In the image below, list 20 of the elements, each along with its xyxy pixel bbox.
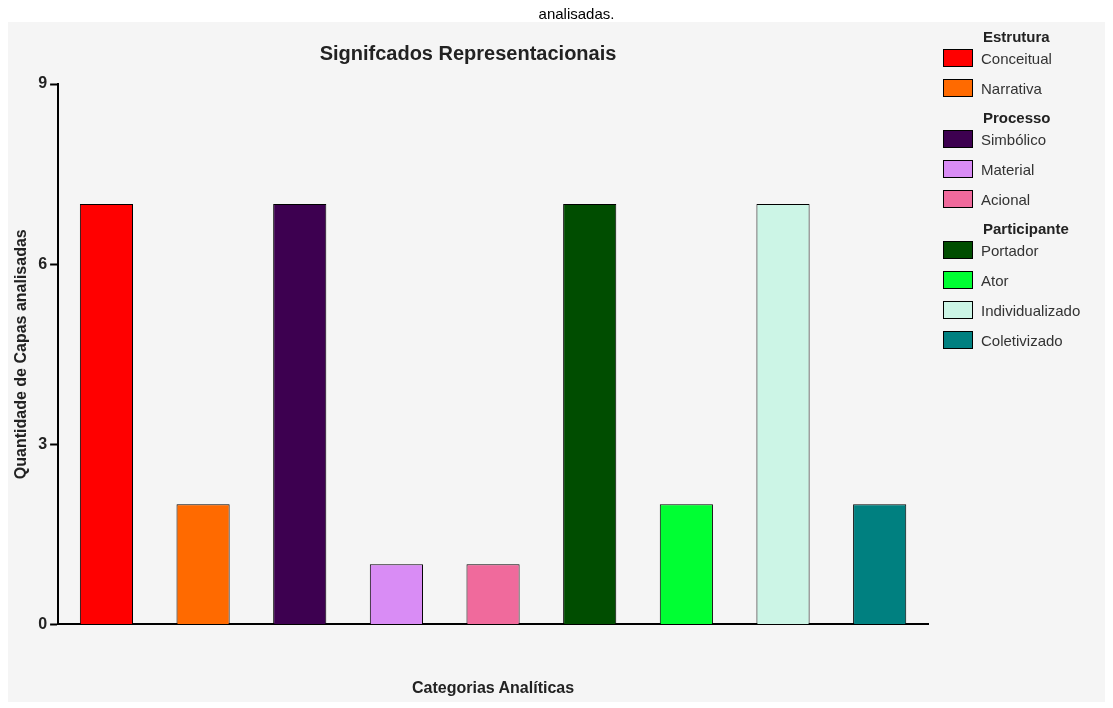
legend-label: Narrativa <box>981 79 1042 97</box>
text: Participante <box>983 220 1070 237</box>
y-axis-title: Quantidade de Capas analisadas <box>12 229 30 480</box>
legend-label: Simbólico <box>981 130 1047 148</box>
text: analisadas. <box>8 5 1105 22</box>
legend-label: Conceitual <box>981 49 1052 67</box>
legend-label: Acional <box>981 190 1031 208</box>
legend-label: Portador <box>981 241 1039 259</box>
legend-label: Coletivizado <box>981 331 1063 349</box>
x-axis-title: Categorias Analíticas <box>411 678 575 696</box>
y-tick-label: 0 <box>38 614 48 632</box>
legend-label: Individualizado <box>981 301 1081 319</box>
y-tick-label: 6 <box>38 254 48 272</box>
legend-label: Material <box>981 160 1035 178</box>
y-tick-label: 3 <box>38 434 48 452</box>
text: Processo <box>983 109 1052 126</box>
chart-title: Signifcados Representacionais <box>319 41 617 64</box>
legend-label: Ator <box>981 271 1009 289</box>
y-tick-label: 9 <box>38 74 48 92</box>
text: Estrutura <box>983 28 1051 45</box>
